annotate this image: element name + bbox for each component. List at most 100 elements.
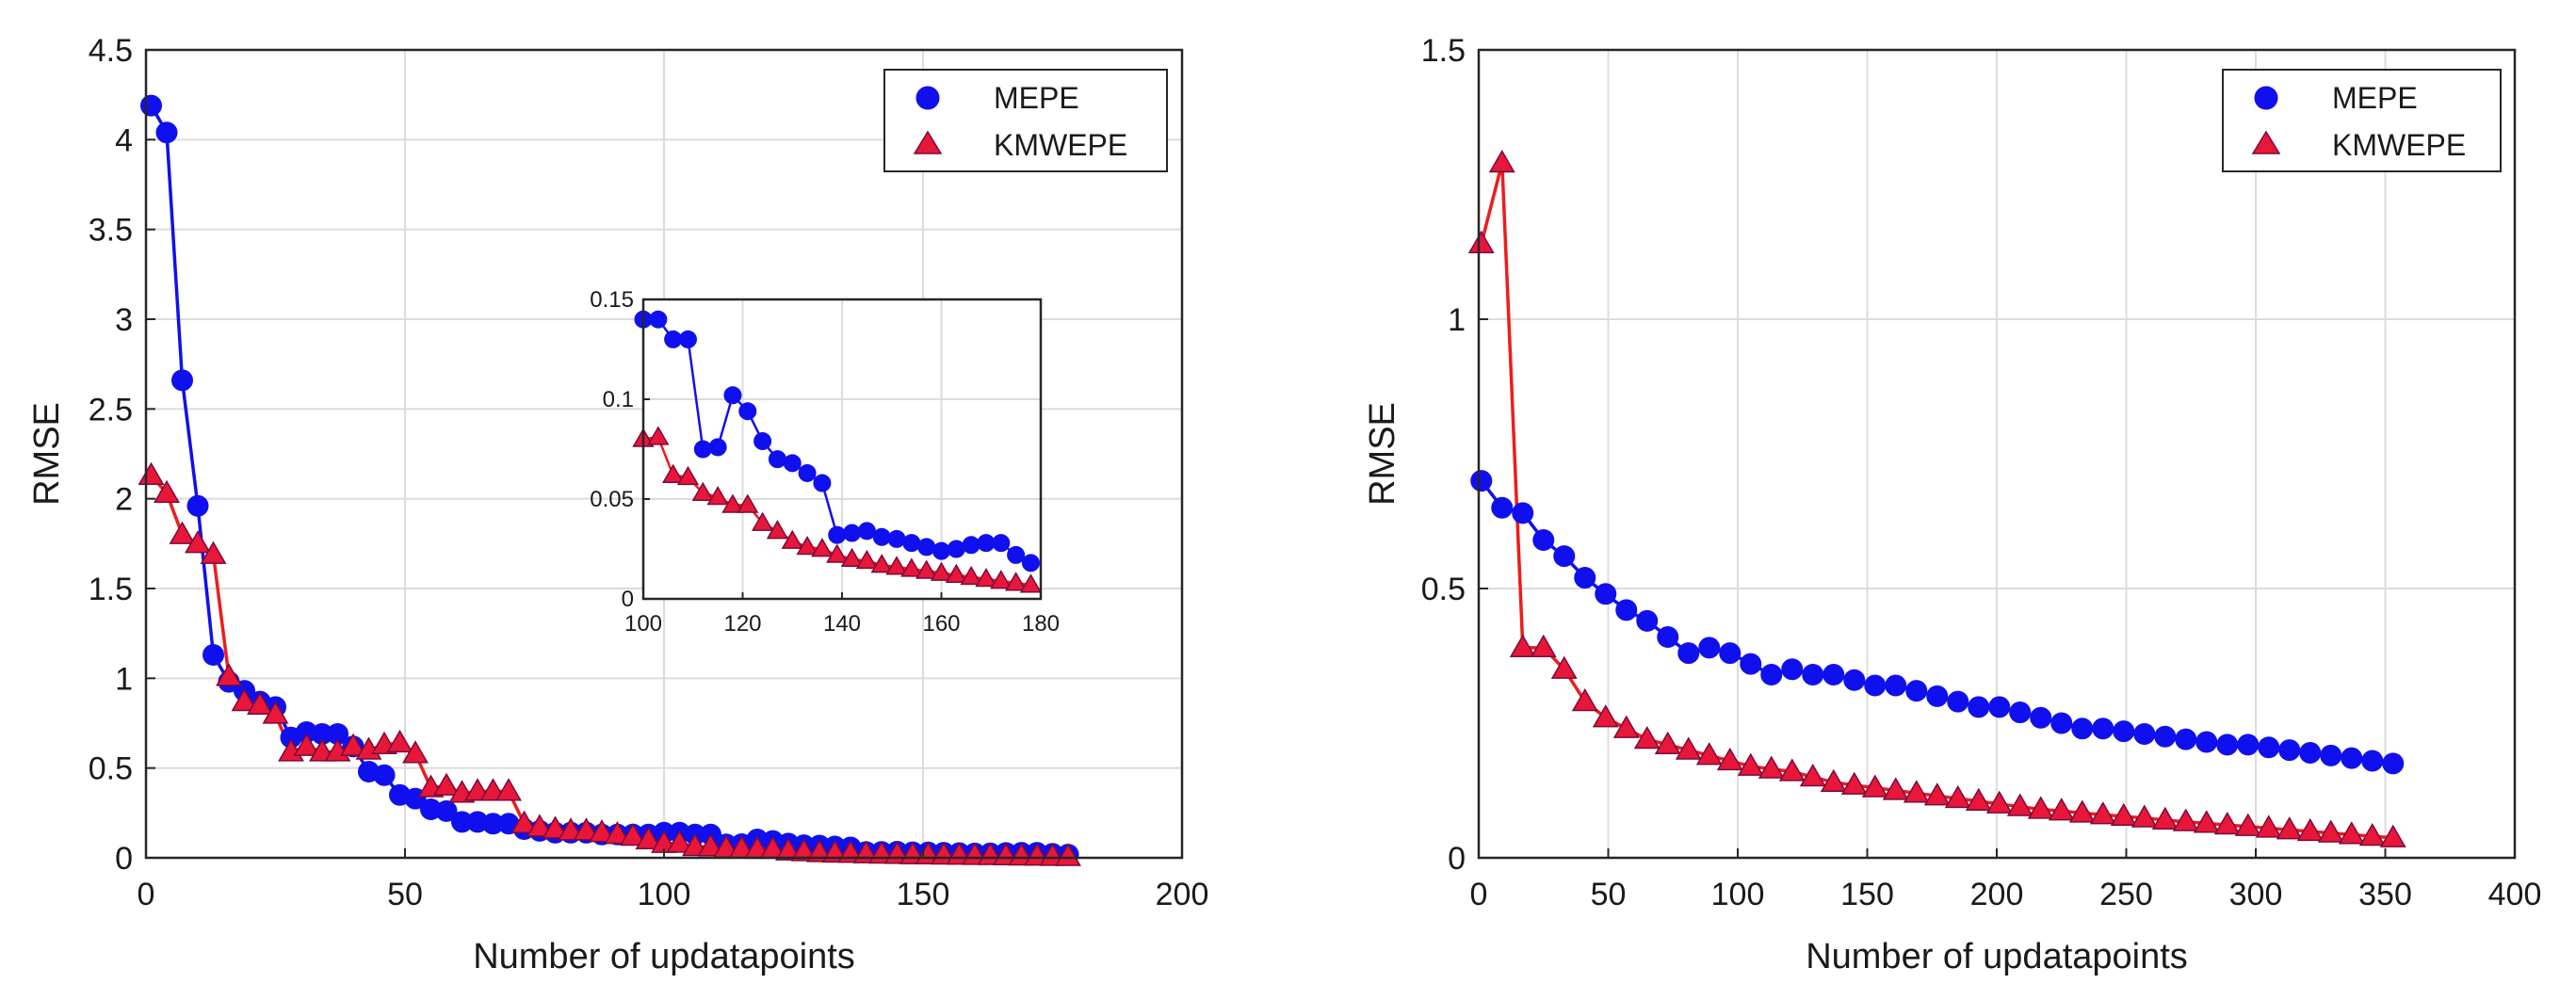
right-mepe-point: [2113, 720, 2135, 743]
right-mepe-point: [1698, 637, 1721, 659]
right-mepe-point: [1719, 642, 1742, 665]
inset-kmwepe-point: [915, 559, 938, 579]
right-mepe-point: [2237, 734, 2260, 756]
left-ytick-label: 3: [115, 302, 133, 338]
inset-kmwepe-point: [781, 529, 803, 549]
inset-xtick-label: 120: [723, 611, 761, 637]
right-kmwepe-point: [1758, 755, 1785, 779]
right-kmwepe-point: [2068, 799, 2096, 823]
right-kmwepe-point: [2234, 813, 2261, 836]
inset-mepe-point: [977, 534, 996, 553]
inset-kmwepe-point: [766, 520, 789, 540]
inset-kmwepe-point: [885, 556, 908, 575]
right-mepe-point: [1512, 502, 1534, 524]
left-kmwepe-point: [247, 691, 273, 716]
inset-kmwepe-point: [945, 563, 967, 583]
right-mepe-point: [1740, 653, 1762, 675]
inset-xtick-label: 160: [922, 611, 960, 637]
right-mepe-point: [1947, 690, 1969, 713]
right-kmwepe-point: [1923, 782, 1951, 806]
right-xtick-label: 250: [2099, 877, 2153, 912]
left-kmwepe-point: [806, 839, 833, 863]
right-kmwepe-point: [1654, 731, 1681, 754]
inset-mepe-point: [932, 541, 950, 560]
right-kmwepe-point: [2379, 824, 2406, 847]
right-mepe-point: [2216, 734, 2239, 756]
inset-mepe-point: [798, 463, 817, 482]
left-kmwepe-point: [433, 772, 460, 796]
left-xtick-label: 200: [1156, 877, 1209, 912]
left-mepe-point: [435, 799, 458, 822]
left-kmwepe-point: [293, 733, 320, 756]
inset-kmwepe-point: [1004, 572, 1028, 591]
inset-mepe-point: [872, 527, 891, 546]
left-kmwepe-point: [154, 479, 180, 504]
right-kmwepe-point: [1716, 747, 1743, 771]
right-mepe-point: [1926, 685, 1949, 707]
right-kmwepe-point: [2172, 808, 2199, 831]
right-mepe-point: [2341, 747, 2363, 769]
right-kmwepe-point: [1861, 774, 1888, 798]
inset-mepe-point: [857, 522, 876, 540]
right-kmwepe-point: [2089, 801, 2116, 825]
left-kmwepe-point: [589, 819, 615, 843]
inset-ytick-label: 0: [622, 587, 634, 612]
right-mepe-point: [2361, 750, 2384, 772]
inset-kmwepe-point: [737, 493, 759, 513]
right-mepe-point: [1802, 664, 1824, 686]
inset-mepe-point: [1021, 554, 1040, 573]
right-mepe-point: [2320, 744, 2342, 766]
left-ytick-label: 0.5: [89, 751, 133, 787]
right-xtick-label: 300: [2229, 877, 2283, 912]
right-xtick-label: 200: [1970, 877, 2024, 912]
left-kmwepe-point: [666, 830, 693, 853]
left-ytick-label: 2: [115, 482, 133, 518]
inset-mepe-point: [783, 454, 802, 473]
right-ytick-label: 1.5: [1421, 33, 1466, 69]
left-kmwepe-point: [216, 663, 242, 686]
left-kmwepe-point: [542, 815, 569, 839]
left-mepe-point: [203, 644, 224, 667]
right-kmwepe-point: [1820, 768, 1847, 793]
right-mepe-point: [1491, 496, 1514, 519]
right-mepe-point: [2258, 736, 2280, 759]
right-kmwepe-point: [2048, 798, 2075, 821]
right-xtick-label: 350: [2358, 877, 2412, 912]
right-xtick-label: 0: [1470, 877, 1488, 912]
chart-left-ylabel: RMSE: [27, 402, 67, 506]
inset-mepe-point: [962, 536, 980, 555]
left-mepe-point: [171, 369, 193, 392]
right-kmwepe-point: [2213, 811, 2241, 835]
left-kmwepe-point: [775, 837, 802, 861]
inset-mepe-point: [738, 402, 757, 421]
inset-kmwepe-point: [811, 538, 834, 557]
inset-mepe-point: [887, 529, 906, 548]
right-mepe-point: [2009, 702, 2032, 724]
right-mepe-point: [2299, 741, 2322, 764]
right-mepe-point: [2071, 718, 2094, 740]
inset-kmwepe-point: [691, 481, 714, 502]
inset-kmwepe-point: [990, 570, 1013, 589]
inset-kmwepe-point: [1019, 573, 1043, 593]
right-mepe-point: [2050, 712, 2073, 734]
inset-mepe-point: [947, 540, 965, 558]
left-xtick-label: 50: [387, 877, 423, 912]
chart-left-legend: MEPE KMWEPE: [883, 69, 1168, 172]
right-kmwepe-point: [1530, 634, 1557, 658]
inset-mepe-point: [813, 474, 832, 492]
right-kmwepe-point: [2296, 817, 2324, 842]
left-kmwepe-point: [340, 733, 366, 756]
right-mepe-point: [1968, 696, 1990, 718]
legend-mepe-marker-left: [915, 86, 940, 110]
right-xtick-label: 100: [1711, 877, 1765, 912]
chart-left: 0 50 100 150 200 0 0.5 1 1.5 2 2.5 3 3.5 4 4.5 Number …: [27, 33, 1208, 976]
inset-mepe-point: [1007, 545, 1026, 564]
left-kmwepe-point: [604, 821, 631, 845]
right-kmwepe-point: [2027, 796, 2054, 819]
right-mepe-point: [1677, 642, 1700, 665]
right-kmwepe-point: [1695, 742, 1723, 766]
right-mepe-point: [1470, 470, 1493, 492]
right-mepe-point: [1636, 609, 1659, 632]
left-kmwepe-point: [573, 817, 600, 841]
right-mepe-point: [1532, 529, 1555, 552]
